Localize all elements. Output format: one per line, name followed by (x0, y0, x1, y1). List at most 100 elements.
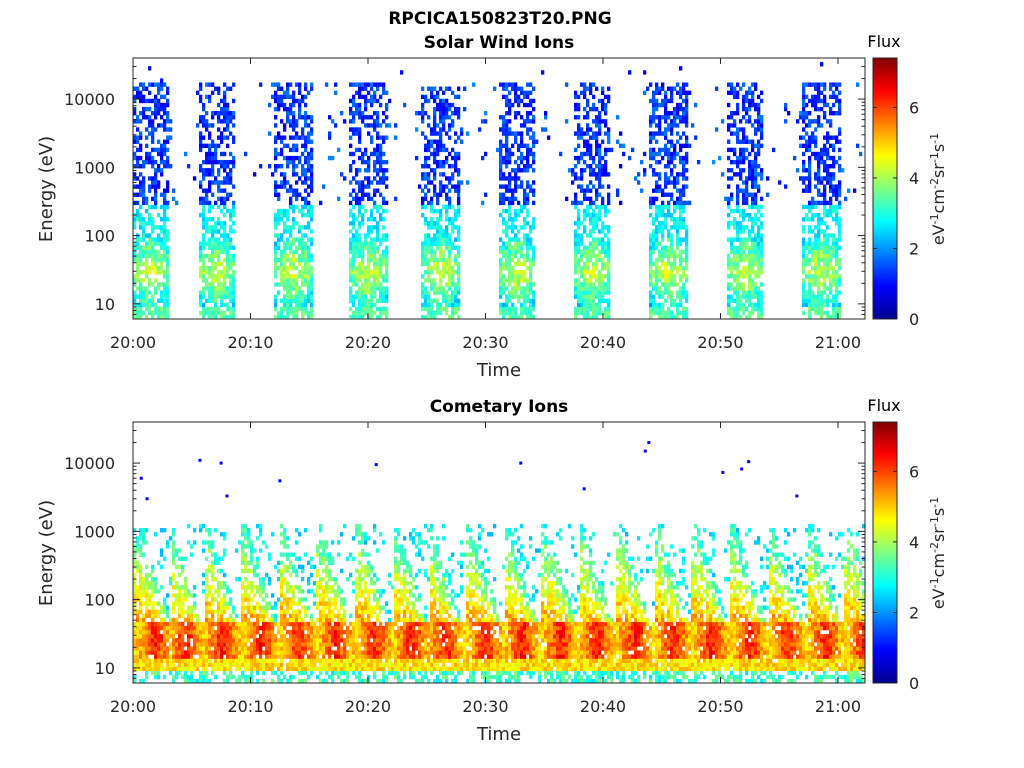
heatmap-cell (508, 180, 512, 185)
heatmap-cell (226, 119, 230, 124)
heatmap-cell (676, 265, 680, 271)
heatmap-cell (529, 265, 533, 271)
heatmap-cell (580, 298, 584, 303)
heatmap-cell (220, 159, 224, 165)
heatmap-cell (142, 613, 146, 619)
heatmap-cell (751, 221, 755, 226)
heatmap-cell (307, 123, 311, 128)
heatmap-cell (532, 155, 536, 161)
heatmap-cell (835, 253, 839, 259)
heatmap-cell (454, 164, 458, 169)
heatmap-cell (445, 225, 449, 230)
heatmap-cell (379, 82, 383, 87)
heatmap-cell (508, 208, 512, 214)
heatmap-cell (673, 180, 677, 185)
heatmap-cell (208, 245, 212, 250)
heatmap-cell (577, 241, 581, 246)
heatmap-cell (457, 314, 461, 319)
heatmap-cell (352, 188, 356, 193)
heatmap-cell (832, 172, 836, 177)
heatmap-cell (832, 164, 836, 169)
heatmap-cell (436, 208, 440, 214)
heatmap-cell (805, 102, 809, 108)
heatmap-cell (148, 278, 152, 283)
heatmap-cell (430, 151, 434, 157)
heatmap-cell (670, 225, 674, 230)
heatmap-cell (364, 168, 368, 173)
heatmap-cell (463, 86, 467, 91)
heatmap-cell (811, 204, 815, 210)
heatmap-cell (670, 123, 674, 128)
heatmap-cell (730, 245, 734, 250)
heatmap-cell (223, 180, 227, 185)
heatmap-cell (145, 249, 149, 255)
heatmap-cell (532, 245, 536, 250)
heatmap-cell (232, 212, 236, 218)
heatmap-cell (676, 200, 680, 206)
heatmap-cell (421, 106, 425, 112)
heatmap-cell (655, 82, 659, 87)
heatmap-cell (523, 233, 527, 238)
heatmap-cell (424, 253, 428, 259)
heatmap-cell (220, 200, 224, 206)
heatmap-cell (379, 168, 383, 173)
heatmap-cell (223, 102, 227, 108)
heatmap-cell (835, 302, 839, 308)
heatmap-cell (244, 151, 248, 157)
heatmap-cell (673, 200, 677, 206)
heatmap-cell (505, 164, 509, 169)
heatmap-cell (292, 135, 296, 140)
heatmap-cell (382, 176, 386, 181)
heatmap-cell (607, 314, 611, 319)
heatmap-cell (358, 290, 362, 295)
heatmap-cell (670, 310, 674, 316)
heatmap-cell (730, 249, 734, 255)
heatmap-cell (439, 302, 443, 308)
heatmap-cell (652, 155, 656, 161)
heatmap-cell (814, 82, 818, 87)
heatmap-cell (205, 111, 209, 116)
heatmap-cell (157, 168, 161, 173)
heatmap-cell (157, 306, 161, 312)
heatmap-cell (436, 139, 440, 144)
heatmap-cell (682, 119, 686, 124)
heatmap-cell (163, 139, 167, 144)
heatmap-cell (304, 278, 308, 283)
heatmap-cell (682, 221, 686, 226)
heatmap-cell (166, 270, 170, 275)
heatmap-cell (139, 585, 143, 590)
heatmap-cell (148, 572, 152, 578)
heatmap-cell (742, 196, 746, 202)
heatmap-cell (145, 674, 149, 680)
heatmap-cell (148, 233, 152, 238)
heatmap-cell (685, 155, 689, 161)
heatmap-cell (451, 245, 455, 250)
heatmap-cell (745, 225, 749, 230)
heatmap-cell (685, 241, 689, 246)
heatmap-cell (661, 253, 665, 259)
heatmap-cell (826, 200, 830, 206)
heatmap-cell (136, 564, 140, 570)
heatmap-cell (736, 290, 740, 295)
heatmap-cell (736, 192, 740, 197)
heatmap-cell (157, 253, 161, 259)
heatmap-cell (760, 306, 764, 312)
heatmap-cell (163, 638, 167, 643)
heatmap-cell (823, 212, 827, 218)
heatmap-cell (139, 294, 143, 299)
heatmap-cell (370, 82, 374, 87)
heatmap-cell (529, 237, 533, 242)
heatmap-cell (655, 257, 659, 263)
heatmap-cell (298, 306, 302, 312)
heatmap-cell (277, 102, 281, 108)
heatmap-cell (199, 135, 203, 140)
colorbar-tick-label: 6 (909, 98, 919, 117)
heatmap-cell (514, 245, 518, 250)
heatmap-cell (229, 286, 233, 291)
heatmap-cell (151, 658, 155, 663)
heatmap-cell (808, 180, 812, 185)
heatmap-cell (217, 143, 221, 149)
heatmap-cell (823, 164, 827, 169)
heatmap-cell (136, 135, 140, 140)
heatmap-cell (424, 314, 428, 319)
